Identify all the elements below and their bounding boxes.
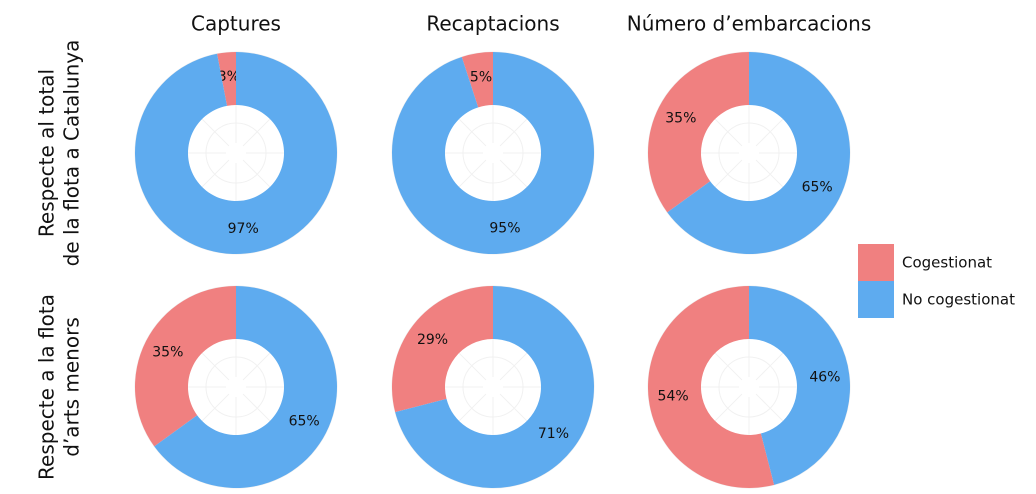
data-label: 65% — [289, 414, 320, 430]
donut-slice — [134, 286, 236, 447]
legend-swatch — [858, 281, 894, 318]
legend-swatch — [858, 244, 894, 281]
column-title: Número d’embarcacions — [627, 12, 872, 36]
donut-hole-grid — [205, 122, 267, 184]
donut-slice — [392, 286, 493, 413]
polar-grid — [499, 352, 528, 381]
polar-grid — [755, 118, 784, 147]
polar-grid — [755, 352, 784, 381]
donut-slice — [749, 286, 850, 485]
data-label: 65% — [802, 180, 833, 196]
polar-grid — [201, 352, 230, 381]
polar-grid — [755, 159, 784, 188]
polar-grid — [201, 118, 230, 147]
polar-grid — [242, 159, 271, 188]
column-title: Captures — [191, 12, 281, 36]
data-label: 46% — [809, 369, 840, 385]
row-title: de la flota a Catalunya — [60, 40, 84, 267]
legend-label: Cogestionat — [902, 254, 992, 272]
polar-grid — [499, 393, 528, 422]
donut-slice — [461, 52, 493, 108]
polar-grid — [499, 159, 528, 188]
donut-slice — [217, 52, 236, 106]
polar-grid — [242, 393, 271, 422]
polar-grid — [714, 393, 743, 422]
donut-hole-grid — [462, 122, 524, 184]
polar-grid — [458, 393, 487, 422]
data-label: 35% — [152, 344, 183, 360]
data-label: 54% — [658, 389, 689, 405]
data-label: 35% — [665, 110, 696, 126]
column-title: Recaptacions — [426, 12, 559, 36]
data-label: 5% — [470, 69, 492, 85]
donut-slice — [667, 52, 850, 255]
donut-hole-grid — [718, 356, 780, 418]
donut-slice — [648, 52, 749, 213]
legend-label: No cogestionat — [902, 291, 1015, 309]
polar-grid — [499, 118, 528, 147]
donut-slice — [647, 286, 775, 488]
donut-slice — [135, 52, 338, 254]
donut-slice — [392, 51, 595, 254]
polar-grid — [458, 118, 487, 147]
row-title: Respecte a la flota — [35, 294, 59, 480]
polar-grid — [714, 118, 743, 147]
data-label: 97% — [228, 221, 259, 237]
data-label: 3% — [218, 69, 240, 85]
donut-hole-grid — [462, 356, 524, 418]
data-label: 95% — [489, 221, 520, 237]
donut-slice — [154, 286, 338, 488]
row-title: d’arts menors — [60, 317, 84, 457]
data-label: 71% — [538, 426, 569, 442]
donut-slice — [395, 286, 594, 489]
polar-grid — [201, 159, 230, 188]
polar-grid — [458, 159, 487, 188]
polar-grid — [755, 393, 784, 422]
data-label: 29% — [417, 332, 448, 348]
donut-hole-grid — [205, 356, 267, 418]
polar-grid — [458, 352, 487, 381]
polar-grid — [201, 393, 230, 422]
polar-grid — [714, 159, 743, 188]
row-title: Respecte al total — [35, 69, 59, 237]
donut-hole-grid — [718, 122, 780, 184]
polar-grid — [242, 118, 271, 147]
polar-grid — [242, 352, 271, 381]
polar-grid — [714, 352, 743, 381]
